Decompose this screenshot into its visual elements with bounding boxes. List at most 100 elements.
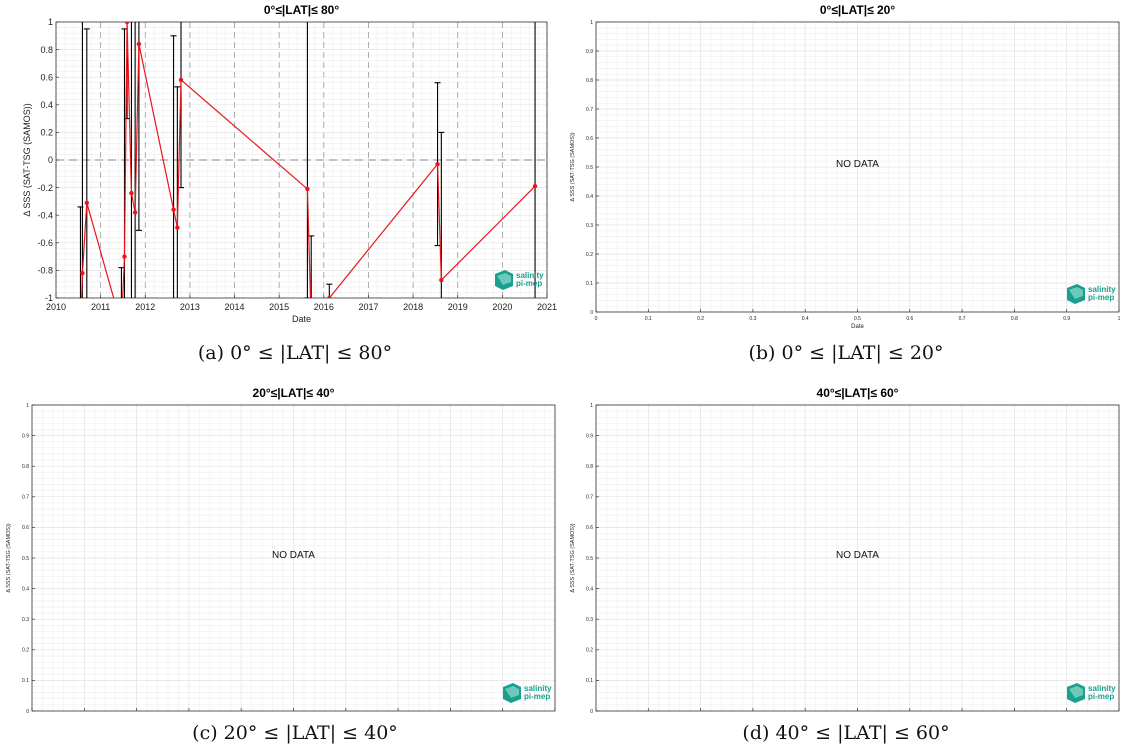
data-point bbox=[175, 225, 180, 230]
y-axis-label: Δ SSS (SAT-TSG (SAMOS)) bbox=[570, 523, 576, 592]
data-point bbox=[124, 22, 130, 25]
y-tick-label: 0.6 bbox=[586, 136, 593, 142]
y-tick-label: 0.2 bbox=[586, 252, 593, 258]
logo-highlight-icon bbox=[497, 273, 511, 285]
no-data-message: NO DATA bbox=[272, 550, 315, 561]
y-tick-label: 0.8 bbox=[586, 78, 593, 84]
x-tick-label: 0.6 bbox=[906, 316, 913, 322]
data-point bbox=[119, 323, 123, 327]
chart-title: 20°≤|LAT|≤ 40° bbox=[253, 386, 335, 400]
x-tick-label: 0.2 bbox=[697, 316, 704, 322]
y-tick-label: 0.6 bbox=[586, 525, 593, 531]
y-tick-label: 0.9 bbox=[586, 49, 593, 55]
panel-a: 2010 2011 2012 2013 2014 2015 2016 2017 2018 2019… bbox=[0, 0, 564, 330]
y-tick-label: 0.2 bbox=[22, 648, 29, 654]
x-tick-label: 2021 bbox=[537, 302, 557, 312]
y-tick-label: 0.8 bbox=[40, 45, 53, 55]
chart-b: 0 0.1 0.2 0.3 0.4 0.5 0.6 0.7 0.8 0.9 1 0 0.1 0.2 0.3 0… bbox=[570, 3, 1121, 330]
y-tick-label: 0.4 bbox=[22, 586, 29, 592]
data-point bbox=[80, 270, 85, 276]
y-tick-label: 0.3 bbox=[22, 617, 29, 623]
data-point bbox=[309, 323, 313, 327]
y-tick-label: 0.4 bbox=[40, 100, 53, 110]
x-tick-label: 0.5 bbox=[854, 316, 861, 322]
logo-line2: pi-mep bbox=[524, 692, 550, 701]
data-point bbox=[132, 210, 138, 215]
x-tick-label: 1 bbox=[1118, 316, 1121, 322]
y-tick-label: 0.2 bbox=[40, 128, 53, 138]
y-tick-label: 0.3 bbox=[586, 223, 593, 229]
y-tick-label: 0.7 bbox=[586, 107, 593, 113]
y-tick-label: 0.4 bbox=[586, 194, 593, 200]
logo-line2: pi-mep bbox=[516, 279, 542, 288]
y-tick-label: 1 bbox=[590, 403, 593, 409]
data-point bbox=[435, 161, 440, 167]
x-tick-label: 2017 bbox=[358, 302, 378, 312]
x-tick-label: 0.8 bbox=[1011, 316, 1018, 322]
y-tick-label: 0 bbox=[26, 709, 29, 713]
panel-c: 00.10.20.30.40.50.60.70.80.9100.10.20.30… bbox=[0, 383, 564, 729]
data-point bbox=[305, 186, 310, 192]
y-tick-label: 0.6 bbox=[22, 525, 29, 531]
x-tick-label: 2016 bbox=[314, 302, 334, 312]
caption-d: (d) 40° ≤ |LAT| ≤ 60° bbox=[742, 722, 950, 744]
y-tick-label: 0.6 bbox=[40, 72, 53, 82]
y-tick-label: 0.5 bbox=[22, 556, 29, 562]
y-tick-label: 1 bbox=[590, 20, 593, 26]
data-point bbox=[122, 254, 127, 259]
y-tick-label: 0.8 bbox=[22, 464, 29, 470]
data-point bbox=[439, 277, 444, 283]
x-tick-label: 0 bbox=[595, 316, 598, 322]
data-point bbox=[171, 207, 176, 212]
x-tick-label: 0.9 bbox=[1063, 316, 1070, 322]
y-tick-label: 1 bbox=[26, 403, 29, 409]
data-point bbox=[532, 184, 538, 189]
y-tick-label: 0.9 bbox=[22, 433, 29, 439]
logo-line2: pi-mep bbox=[1088, 293, 1114, 302]
y-tick-label: -0.8 bbox=[37, 266, 53, 276]
x-axis-label: Date bbox=[292, 314, 311, 324]
chart-title: 0°≤|LAT|≤ 20° bbox=[820, 3, 895, 17]
no-data-message: NO DATA bbox=[836, 159, 879, 170]
no-data-message: NO DATA bbox=[836, 550, 879, 561]
y-tick-label: 0.7 bbox=[22, 495, 29, 501]
x-tick-label: 2010 bbox=[46, 302, 66, 312]
data-point bbox=[136, 41, 142, 47]
chart-a: 2010 2011 2012 2013 2014 2015 2016 2017 2018 2019… bbox=[22, 3, 557, 327]
y-tick-label: -1 bbox=[45, 293, 53, 303]
x-tick-label: 0.4 bbox=[802, 316, 809, 322]
x-tick-label: 2011 bbox=[91, 302, 110, 312]
logo-highlight-icon bbox=[1069, 686, 1083, 698]
logo-line2: pi-mep bbox=[1088, 692, 1114, 701]
y-tick-label: 0.2 bbox=[586, 648, 593, 654]
y-tick-label: 0.1 bbox=[22, 678, 29, 684]
x-tick-label: 0.1 bbox=[645, 316, 652, 322]
x-tick-label: 2012 bbox=[135, 302, 155, 312]
logo-line1: salinity bbox=[1088, 285, 1116, 294]
y-tick-label: 0.3 bbox=[586, 617, 593, 623]
chart-title: 40°≤|LAT|≤ 60° bbox=[817, 386, 899, 400]
x-axis-label: Date bbox=[851, 324, 864, 330]
caption-b: (b) 0° ≤ |LAT| ≤ 20° bbox=[748, 342, 944, 364]
x-tick-label: 2014 bbox=[225, 302, 245, 312]
x-tick-label: 0.3 bbox=[749, 316, 756, 322]
x-tick-label: 0.7 bbox=[959, 316, 966, 322]
y-tick-label: 0.7 bbox=[586, 495, 593, 501]
x-tick-label: 2018 bbox=[403, 302, 423, 312]
panel-d: 00.10.20.30.40.50.60.70.80.9100.10.20.30… bbox=[564, 383, 1128, 729]
x-tick-label: 2019 bbox=[448, 302, 468, 312]
chart-title: 0°≤|LAT|≤ 80° bbox=[264, 3, 339, 17]
logo-line1: salinity bbox=[1088, 684, 1116, 693]
y-tick-label: 0.8 bbox=[586, 464, 593, 470]
data-point bbox=[327, 295, 332, 298]
chart-c: 00.10.20.30.40.50.60.70.80.9100.10.20.30… bbox=[6, 386, 557, 729]
logo-highlight-icon bbox=[1069, 287, 1083, 299]
logo-highlight-icon bbox=[505, 686, 519, 698]
x-tick-label: 2013 bbox=[180, 302, 200, 312]
x-tick-label: 2020 bbox=[492, 302, 512, 312]
x-tick-label: 2015 bbox=[269, 302, 289, 312]
